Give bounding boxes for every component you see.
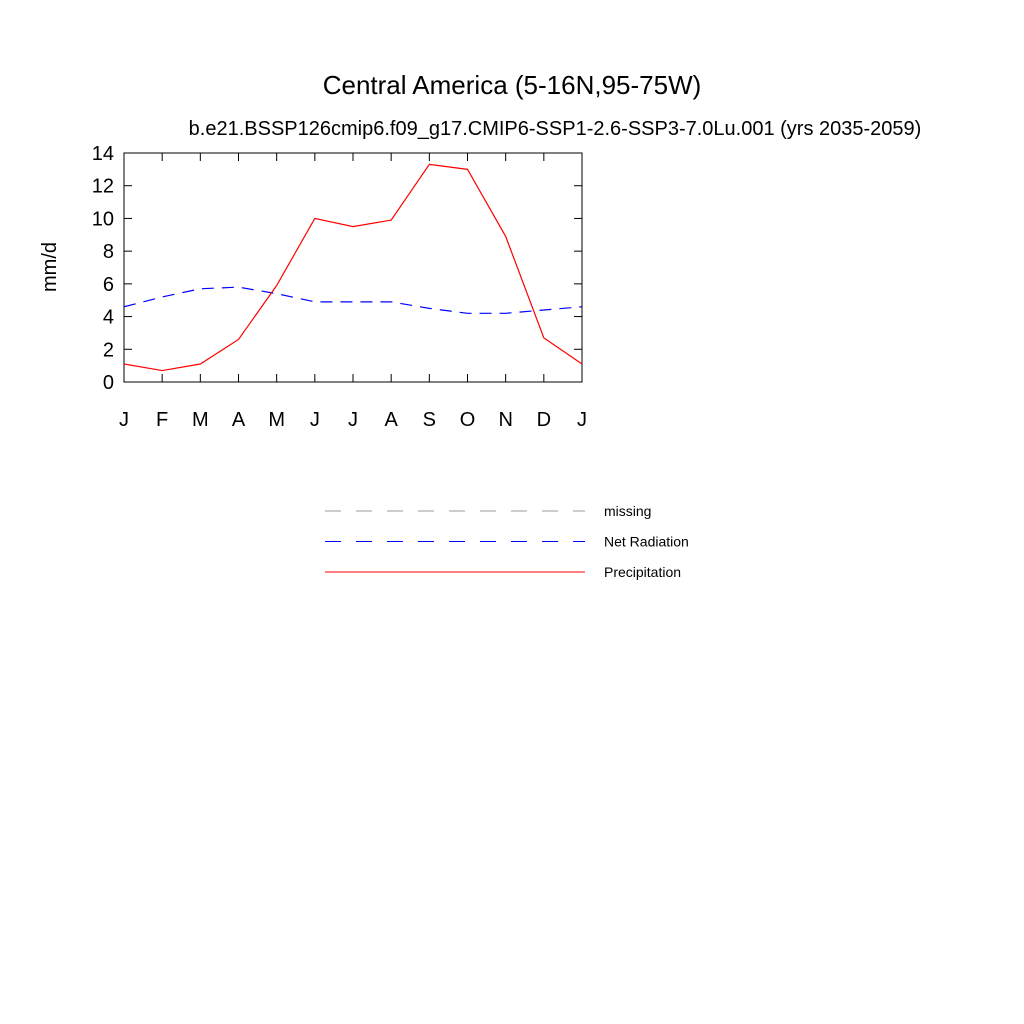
y-tick-label: 10	[92, 208, 114, 230]
x-tick-label: D	[537, 409, 551, 431]
legend-label: missing	[604, 503, 651, 519]
y-tick-label: 0	[103, 372, 114, 394]
y-tick-label: 2	[103, 339, 114, 361]
y-tick-label: 12	[92, 176, 114, 198]
x-tick-label: O	[460, 409, 476, 431]
chart-title: Central America (5-16N,95-75W)	[323, 70, 702, 100]
plot-frame	[123, 152, 583, 383]
chart-subtitle: b.e21.BSSP126cmip6.f09_g17.CMIP6-SSP1-2.…	[189, 118, 922, 140]
x-tick-label: J	[119, 409, 129, 431]
x-tick-label: J	[577, 409, 587, 431]
x-tick-label: J	[310, 409, 320, 431]
y-tick-label: 8	[103, 241, 114, 263]
y-tick-label: 4	[103, 307, 114, 329]
x-tick-label: A	[384, 409, 398, 431]
x-tick-label: A	[232, 409, 246, 431]
x-tick-label: J	[348, 409, 358, 431]
x-tick-label: F	[156, 409, 168, 431]
y-axis-label: mm/d	[39, 242, 61, 292]
legend-label: Net Radiation	[604, 534, 689, 550]
x-tick-label: N	[498, 409, 512, 431]
y-tick-label: 6	[103, 274, 114, 296]
x-tick-label: S	[423, 409, 436, 431]
legend-label: Precipitation	[604, 564, 681, 580]
series-line	[123, 286, 583, 314]
x-tick-label: M	[192, 409, 209, 431]
series-line	[123, 163, 583, 372]
y-tick-label: 14	[92, 143, 114, 165]
x-tick-label: M	[268, 409, 285, 431]
